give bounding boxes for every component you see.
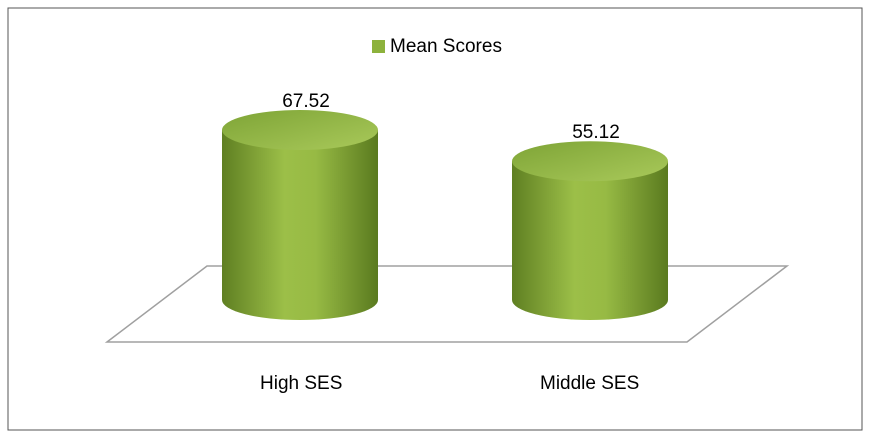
- legend-label: Mean Scores: [390, 36, 502, 57]
- value-label: 67.52: [282, 91, 330, 112]
- cylinder-body: [222, 130, 378, 320]
- legend-swatch: [372, 40, 385, 53]
- cylinder-top: [222, 110, 378, 150]
- legend: Mean Scores: [372, 36, 502, 57]
- floor: [104, 265, 790, 343]
- x-tick-label: Middle SES: [540, 373, 639, 394]
- cylinder-body: [512, 161, 668, 320]
- value-label: 55.12: [572, 122, 620, 143]
- chart-border: [7, 7, 863, 431]
- cylinder-top: [512, 141, 668, 182]
- x-tick-label: High SES: [260, 373, 342, 394]
